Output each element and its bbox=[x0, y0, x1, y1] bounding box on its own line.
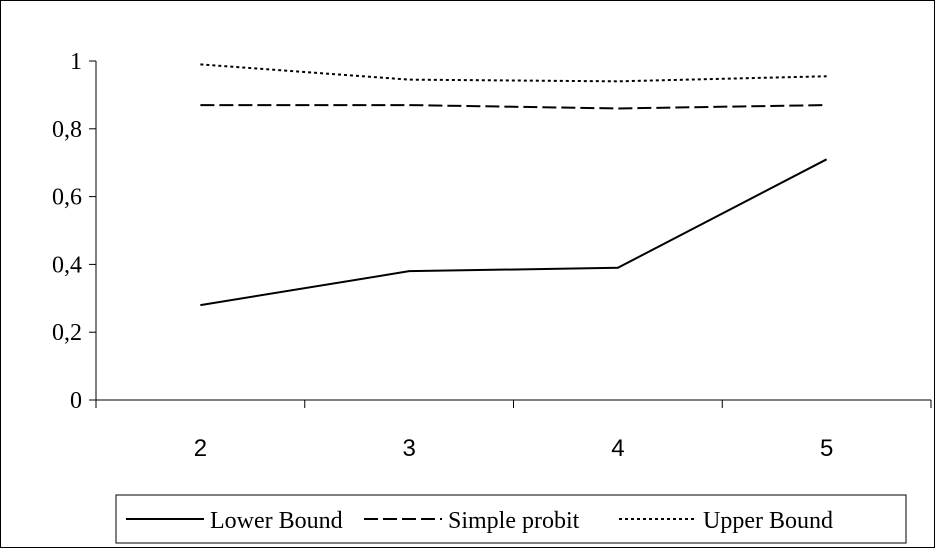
x-tick-label: 2 bbox=[194, 435, 207, 462]
legend-box bbox=[115, 494, 907, 544]
axes: 0 0,2 0,4 0,6 0,8 1 2 3 4 5 bbox=[52, 49, 932, 462]
legend-label: Simple probit bbox=[448, 508, 580, 534]
y-tick-label: 1 bbox=[70, 49, 82, 75]
series-line-upper-bound bbox=[200, 63, 827, 83]
y-tick-label: 0,8 bbox=[52, 117, 82, 143]
x-tick-label: 3 bbox=[402, 435, 415, 462]
y-tick-label: 0,2 bbox=[52, 320, 82, 346]
x-tick-label: 4 bbox=[611, 435, 624, 462]
legend-label: Lower Bound bbox=[210, 508, 343, 534]
legend: Lower Bound Simple probit Upper Bound bbox=[115, 494, 907, 544]
series-line-lower-bound bbox=[200, 158, 828, 307]
y-tick-label: 0,4 bbox=[52, 252, 82, 278]
x-tick-label: 5 bbox=[820, 435, 833, 462]
legend-label: Upper Bound bbox=[703, 508, 833, 534]
y-tick-label: 0 bbox=[70, 388, 82, 414]
series-lines bbox=[200, 63, 828, 307]
y-tick-label: 0,6 bbox=[52, 185, 82, 211]
series-line-simple-probit bbox=[200, 104, 827, 110]
